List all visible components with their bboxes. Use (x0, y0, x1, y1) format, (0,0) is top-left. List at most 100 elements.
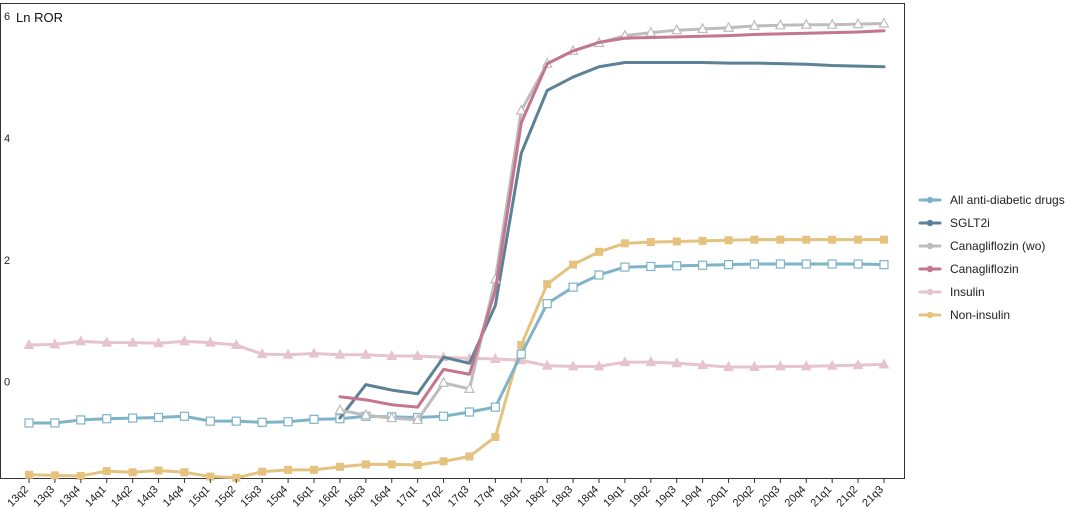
data-point (723, 360, 734, 371)
x-axis: 13q2 13q3 13q4 14q1 14q2 14q3 14q4 15q1 15q2 15q3… (5, 479, 886, 509)
data-point (76, 471, 85, 480)
data-point (723, 21, 735, 32)
x-tick-label: 16q4 (368, 484, 394, 510)
series-line (338, 60, 886, 420)
data-point (671, 23, 683, 35)
data-point (127, 336, 138, 347)
data-point (569, 260, 578, 269)
data-point (853, 259, 863, 269)
data-point (50, 418, 60, 428)
data-point (724, 236, 733, 245)
x-tick-label: 21q1 (809, 484, 835, 510)
series-non-insulin (25, 235, 888, 482)
data-point (360, 348, 372, 359)
data-point (749, 360, 760, 371)
series-line (27, 339, 886, 369)
legend: All anti-diabetic drugs SGLT2i Canaglifloz… (918, 193, 1065, 322)
legend-swatch-dot (926, 265, 934, 273)
data-point (620, 262, 630, 272)
x-tick-label: 17q2 (420, 484, 446, 510)
data-point (491, 432, 500, 441)
x-tick-label: 18q4 (575, 484, 601, 510)
data-point (282, 348, 294, 359)
legend-label: Canagliflozin (950, 262, 1019, 276)
data-point (828, 235, 837, 244)
legend-swatch-dot (926, 196, 934, 204)
x-tick-label: 13q3 (31, 484, 57, 510)
x-tick-label: 20q3 (757, 484, 783, 510)
data-point (360, 408, 372, 420)
x-tick-label: 15q4 (264, 484, 290, 510)
x-tick-label: 15q1 (187, 484, 213, 510)
data-point (774, 19, 786, 30)
data-point (878, 17, 890, 28)
data-point (800, 360, 812, 371)
x-tick-label: 17q4 (472, 484, 498, 510)
legend-item: Canagliflozin (918, 262, 1019, 276)
data-point (283, 417, 293, 427)
data-point (880, 235, 888, 244)
x-tick-label: 17q3 (446, 484, 472, 510)
x-tick-label: 21q2 (834, 484, 860, 510)
data-point (412, 349, 423, 360)
data-point (463, 382, 475, 393)
data-point (23, 338, 35, 350)
x-tick-label: 20q1 (705, 484, 731, 510)
x-tick-label: 20q2 (731, 484, 757, 510)
data-point (826, 18, 838, 29)
legend-label: Canagliflozin (wo) (950, 239, 1045, 253)
data-point (75, 335, 87, 346)
x-tick-label: 13q2 (5, 484, 31, 510)
x-tick-label: 18q3 (549, 484, 575, 510)
x-tick-label: 19q2 (627, 484, 653, 510)
plot-content (23, 17, 890, 482)
data-point (594, 270, 604, 280)
data-point (230, 338, 242, 350)
data-point (128, 413, 138, 423)
x-tick-label: 16q3 (342, 484, 368, 510)
legend-item: SGLT2i (918, 216, 990, 230)
legend-label: SGLT2i (950, 216, 990, 230)
legend-swatch-dot (926, 242, 934, 250)
y-tick-label: 2 (4, 255, 10, 267)
data-point (179, 411, 190, 421)
data-point (128, 468, 137, 477)
data-point (386, 411, 398, 423)
data-point (438, 411, 449, 421)
series-sglt2i (338, 60, 886, 420)
data-point (698, 260, 708, 270)
data-point (490, 352, 501, 364)
x-tick-label: 14q3 (135, 484, 161, 510)
x-tick-label: 19q1 (601, 484, 627, 510)
data-point (646, 261, 656, 272)
data-point (101, 336, 113, 347)
data-point (24, 418, 34, 428)
data-point (310, 465, 318, 474)
legend-label: Non-insulin (950, 308, 1010, 322)
series-line (27, 238, 886, 480)
data-point (671, 357, 683, 368)
data-point (697, 359, 708, 370)
data-point (542, 299, 552, 309)
x-tick-label: 18q1 (498, 484, 524, 510)
data-point (335, 462, 344, 471)
data-point (205, 336, 216, 347)
data-point (179, 335, 190, 346)
data-point (541, 359, 553, 370)
data-point (672, 237, 681, 246)
data-point (775, 360, 786, 371)
data-point (515, 104, 527, 115)
data-point (826, 359, 838, 370)
y-tick-label: 6 (4, 11, 10, 23)
legend-label: Insulin (950, 285, 985, 299)
data-point (568, 282, 578, 292)
x-tick-label: 19q4 (679, 484, 705, 510)
data-point (76, 415, 86, 425)
x-tick-label: 15q2 (213, 484, 239, 510)
data-point (102, 467, 111, 476)
x-tick-label: 19q3 (653, 484, 679, 510)
data-point (723, 260, 734, 270)
x-tick-label: 16q1 (290, 484, 316, 510)
legend-swatch-dot (926, 288, 934, 296)
